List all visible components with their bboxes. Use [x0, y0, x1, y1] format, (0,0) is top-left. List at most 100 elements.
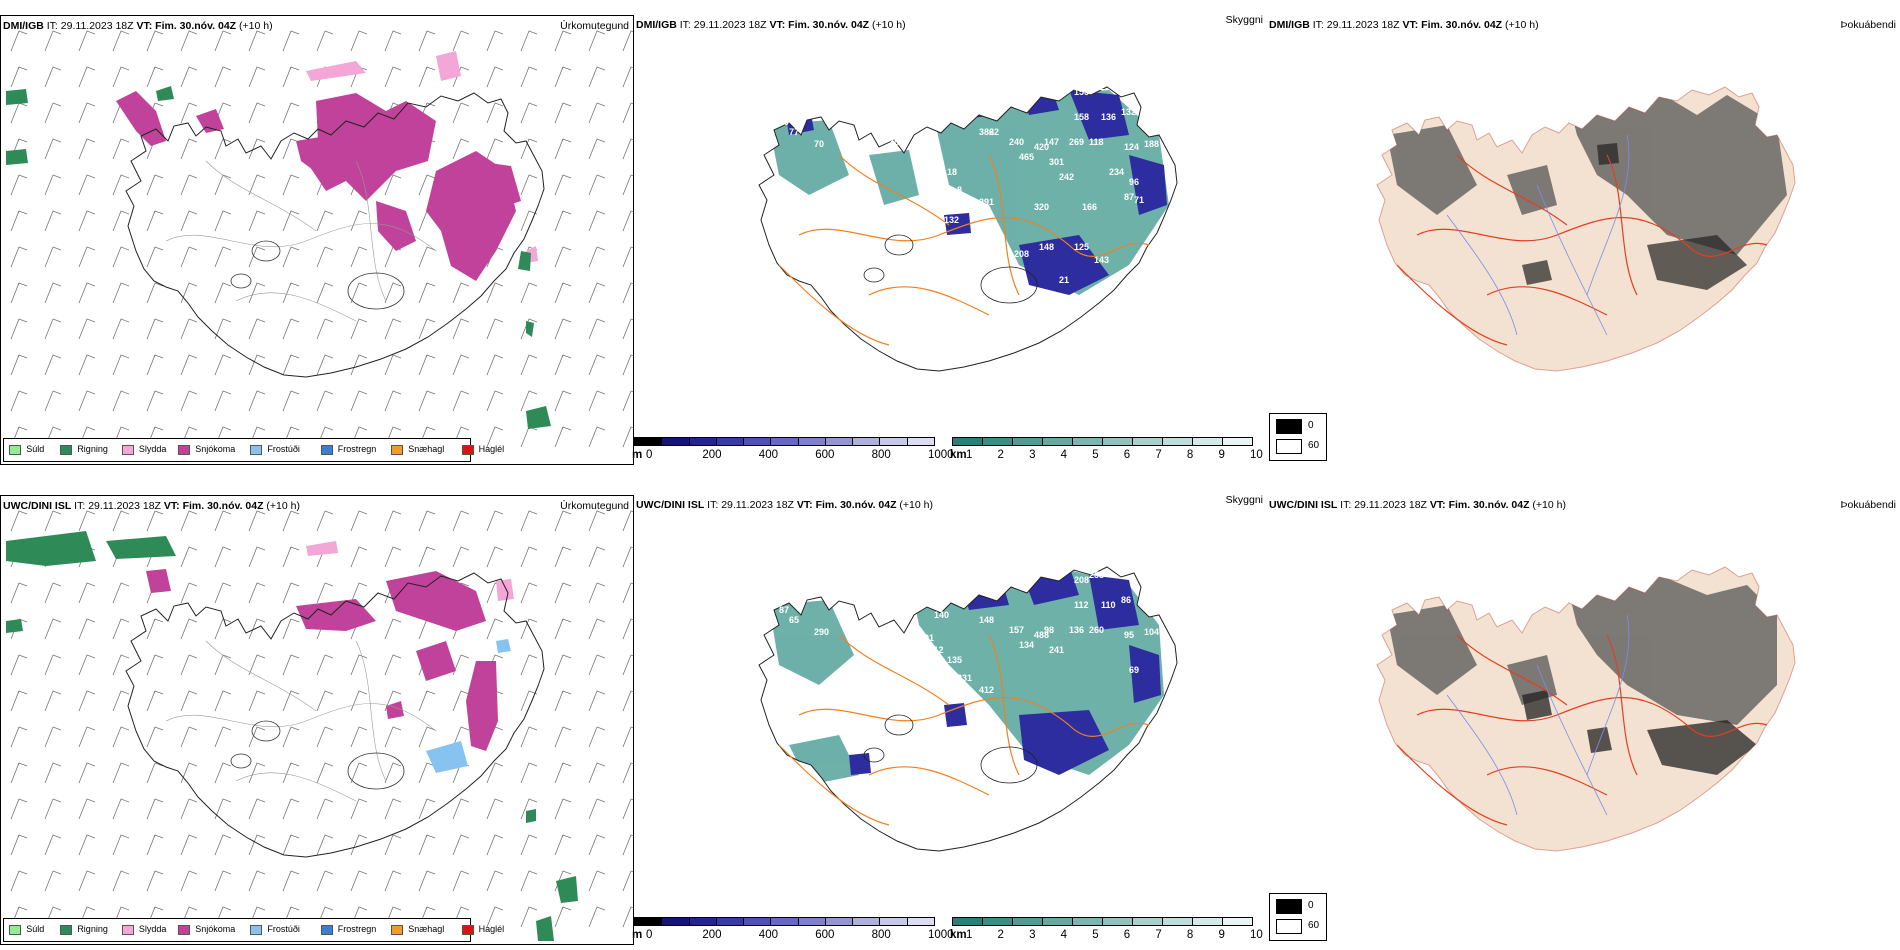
wind-barb	[248, 318, 266, 340]
wind-barb	[214, 654, 232, 676]
wind-barb	[248, 546, 266, 568]
wind-barb	[214, 282, 232, 304]
wind-barb	[180, 726, 198, 748]
wind-barb	[316, 834, 334, 856]
wind-barb	[486, 798, 504, 820]
wind-barb	[248, 30, 266, 52]
wind-barb	[112, 726, 130, 748]
wind-barb	[588, 906, 606, 928]
colorbar-cell	[770, 437, 799, 446]
precip-legend-item: Haglél	[461, 923, 504, 935]
fog-map	[1376, 566, 1796, 852]
colorbar-tick: 0	[646, 449, 653, 461]
legend-label: Rigning	[77, 924, 108, 934]
cloud-base-label: 65	[789, 615, 799, 625]
wind-barb	[418, 870, 436, 892]
wind-barb	[622, 906, 633, 928]
wind-barb	[248, 582, 266, 604]
colorbar-tick: 1000	[928, 449, 954, 461]
model-name: UWC/DINI ISL	[636, 499, 705, 511]
colorbar-unit: m	[632, 929, 643, 941]
fog-legend: 0 60	[1269, 413, 1327, 461]
cloud-base-label: 94	[904, 105, 914, 115]
wind-barb	[248, 762, 266, 784]
colorbar-cell	[1072, 917, 1103, 926]
valid-time-label: VT:	[1402, 19, 1419, 31]
legend-swatch	[60, 924, 73, 935]
wind-barb	[554, 582, 572, 604]
wind-barb	[520, 426, 538, 448]
cloud-base-label: 121	[929, 107, 944, 117]
colorbar-cell	[743, 437, 772, 446]
wind-barb	[588, 618, 606, 640]
wind-barb	[248, 654, 266, 676]
cloud-base-label: 29	[779, 117, 789, 127]
wind-barb	[180, 762, 198, 784]
wind-barb	[622, 66, 633, 88]
cloud-base-label: 488	[1034, 630, 1049, 640]
cloud-base-label: 110	[1101, 600, 1116, 610]
precip-legend-item: Rigning	[60, 923, 108, 935]
wind-barb	[486, 762, 504, 784]
wind-barb	[282, 618, 300, 640]
wind-barb	[146, 354, 164, 376]
fog-dark	[1522, 143, 1747, 290]
wind-barb	[44, 102, 62, 124]
wind-barb	[622, 102, 633, 124]
precip-legend-item: Frostúði	[250, 923, 300, 935]
wind-barbs	[10, 30, 633, 448]
colorbar-cell	[688, 917, 717, 926]
wind-barb	[180, 834, 198, 856]
wind-barb	[520, 654, 538, 676]
wind-barb	[554, 618, 572, 640]
wind-barb	[622, 282, 633, 304]
cloud-base-label: 143	[1094, 255, 1109, 265]
wind-barb	[282, 210, 300, 232]
wind-barb	[112, 510, 130, 532]
precip-legend-item: Frostregn	[320, 443, 376, 455]
wind-barb	[554, 318, 572, 340]
cloud-base-label: 124	[1124, 142, 1139, 152]
wind-barb	[180, 66, 198, 88]
wind-barb	[44, 798, 62, 820]
sleet-areas	[306, 541, 514, 601]
wind-barb	[78, 174, 96, 196]
wind-barb	[622, 762, 633, 784]
wind-barb	[146, 726, 164, 748]
colorbar-cell	[982, 437, 1013, 446]
wind-barb	[112, 138, 130, 160]
wind-barb	[588, 174, 606, 196]
legend-swatch	[121, 924, 134, 935]
cloud-base-label: 36	[814, 570, 824, 580]
wind-barb	[418, 726, 436, 748]
wind-barb	[112, 318, 130, 340]
precip-legend-item: Frostregn	[320, 923, 376, 935]
wind-barb	[418, 174, 436, 196]
wind-barb	[146, 318, 164, 340]
wind-barb	[554, 282, 572, 304]
colorbar-tick: 10	[1250, 929, 1263, 941]
wind-barb	[316, 30, 334, 52]
cloud-base-label: 132	[944, 215, 959, 225]
wind-barb	[384, 654, 402, 676]
wind-barb	[520, 138, 538, 160]
wind-barb	[248, 510, 266, 532]
colorbar-unit: km	[950, 929, 967, 941]
wind-barb	[112, 390, 130, 412]
cloud-base-label: 420	[1034, 142, 1049, 152]
wind-barb	[282, 318, 300, 340]
wind-barb	[282, 546, 300, 568]
wind-barb	[622, 246, 633, 268]
glaciers	[863, 234, 1038, 304]
wind-barb	[622, 618, 633, 640]
precip-type-panel-top: DMI/IGB IT: 29.11.2023 18Z VT: Fim. 30.n…	[0, 15, 634, 465]
valid-time: Fim. 30.nóv. 04Z	[788, 19, 870, 31]
colorbar-cell	[879, 437, 908, 446]
colorbar-tick: 5	[1092, 449, 1099, 461]
wind-barb	[180, 30, 198, 52]
wind-barb	[78, 246, 96, 268]
wind-barb	[384, 510, 402, 532]
wind-barb	[350, 30, 368, 52]
